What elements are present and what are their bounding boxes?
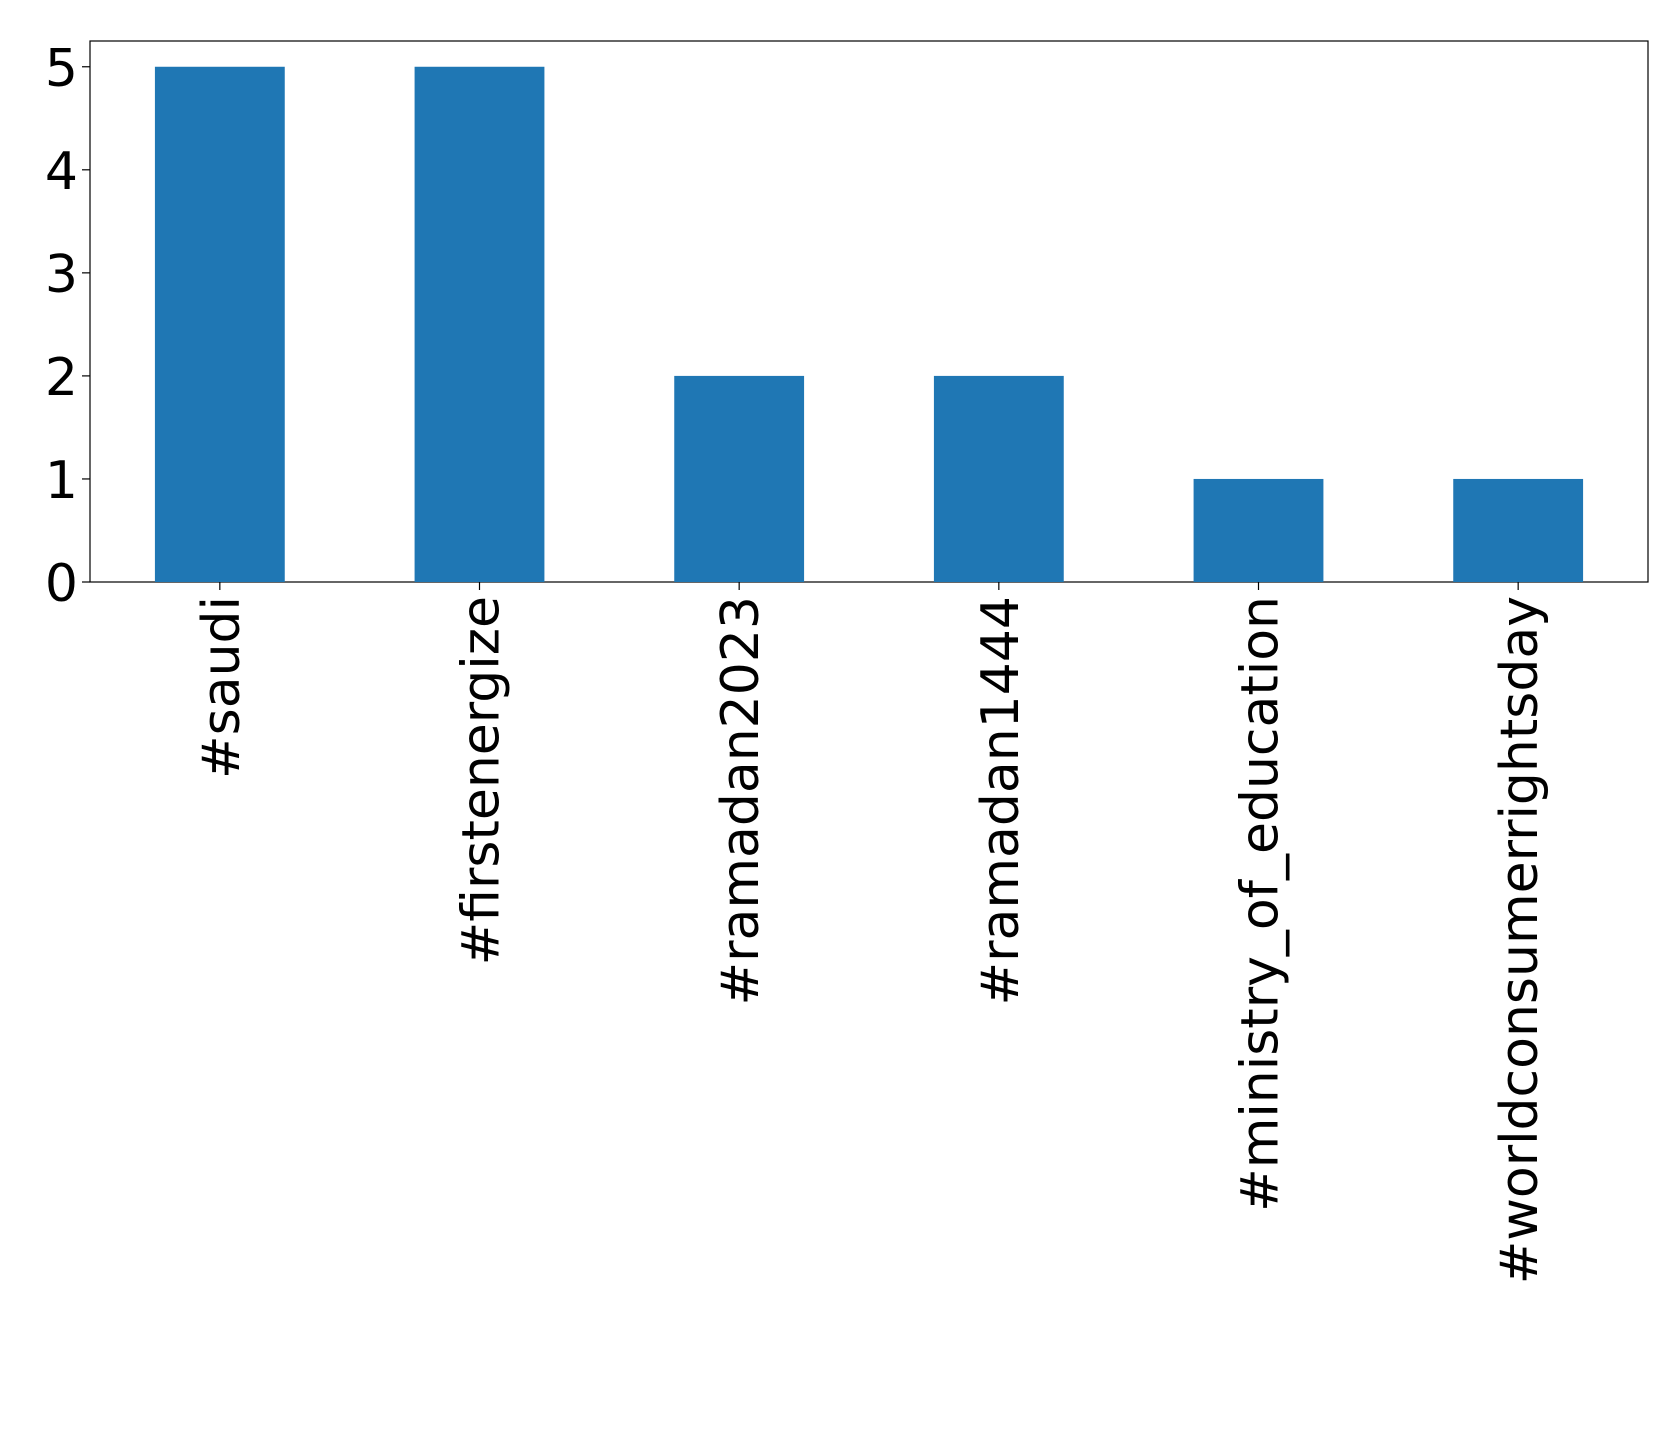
x-tick-label: #firstenergize [452,596,512,965]
y-tick-label: 3 [45,245,78,305]
bar [674,375,805,582]
y-tick-label: 5 [45,39,78,99]
bar [933,375,1064,582]
bar [1193,478,1324,582]
x-tick-label: #ramadan1444 [971,596,1031,1006]
y-tick-label: 4 [45,142,78,202]
x-tick-label: #ramadan2023 [711,596,771,1006]
bar [1453,478,1584,582]
x-tick-label: #ministry_of_education [1231,596,1291,1212]
y-tick-label: 2 [45,348,78,408]
y-tick-label: 1 [45,451,78,511]
x-tick-label: #saudi [192,596,252,779]
bar [414,66,545,582]
bar [154,66,285,582]
y-tick-label: 0 [45,554,78,614]
plot-frame [89,40,1649,583]
x-tick-label: #worldconsumerrightsday [1490,596,1550,1284]
